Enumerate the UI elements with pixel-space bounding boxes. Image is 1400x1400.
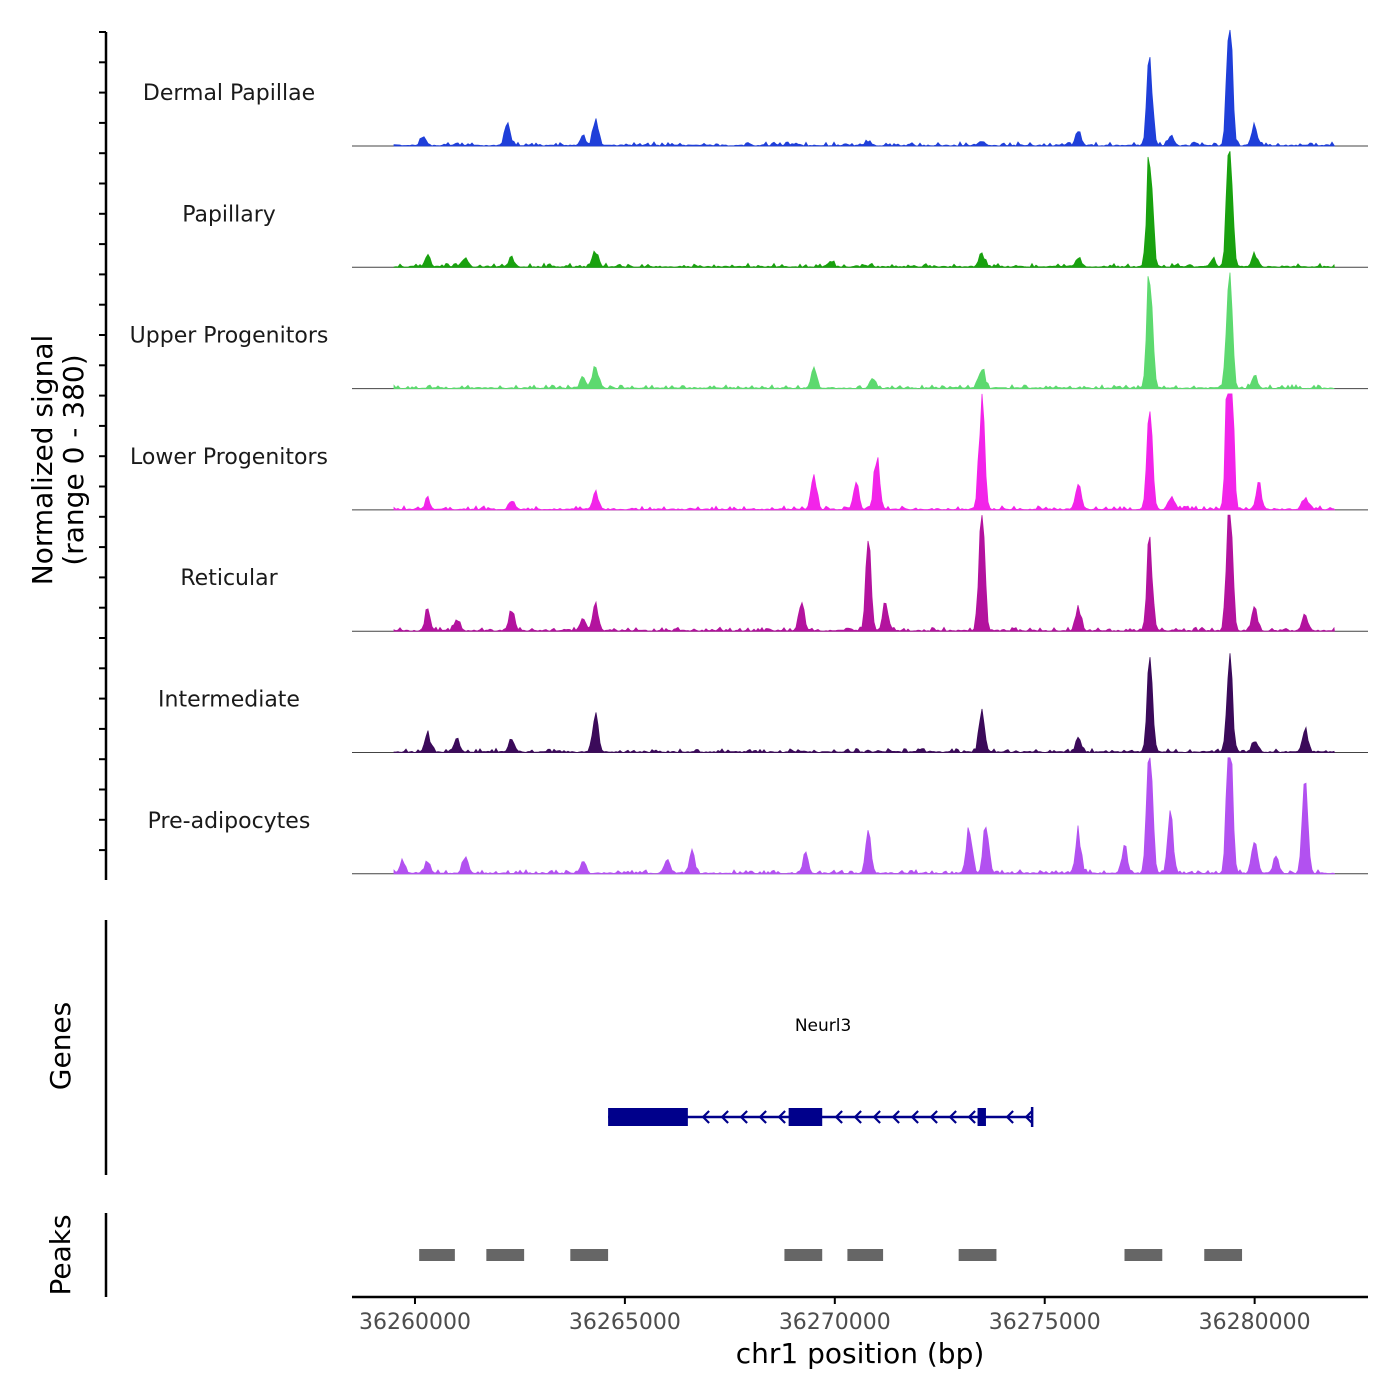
coverage-area — [393, 757, 1336, 875]
strand-arrow — [739, 1110, 748, 1124]
peak-region — [419, 1249, 455, 1261]
track-label: Papillary — [182, 202, 276, 227]
coverage-track: Intermediate — [158, 653, 1368, 754]
genes-panel-label: Genes — [44, 1002, 77, 1090]
strand-arrow — [929, 1110, 938, 1124]
gene-panel: Neurl3 — [104, 920, 1034, 1175]
gene-exon — [977, 1108, 986, 1126]
peaks-panel-label: Peaks — [44, 1214, 77, 1295]
coverage-area — [393, 272, 1335, 390]
strand-arrow — [967, 1110, 976, 1124]
x-tick-label: 36275000 — [989, 1310, 1101, 1335]
coverage-track: Dermal Papillae — [143, 29, 1368, 147]
coverage-track: Reticular — [180, 514, 1368, 632]
x-tick-label: 36260000 — [359, 1310, 471, 1335]
track-label: Lower Progenitors — [130, 445, 328, 470]
coverage-panel: Dermal Papillae Papillary Upper Progenitor… — [99, 29, 1368, 880]
x-axis: 36260000 36265000 36270000 36275000 36280000 — [352, 1295, 1368, 1335]
gene-name-label: Neurl3 — [795, 1016, 851, 1036]
strand-arrow — [853, 1110, 862, 1124]
peak-region — [1124, 1249, 1163, 1261]
peak-panel — [104, 1213, 1243, 1297]
coverage-track: Upper Progenitors — [130, 272, 1368, 390]
strand-arrow — [834, 1110, 843, 1124]
track-label: Pre-adipocytes — [148, 809, 311, 834]
y-axis-title-line1: Normalized signal — [26, 335, 59, 586]
x-tick-label: 36280000 — [1199, 1310, 1311, 1335]
strand-arrow — [1005, 1110, 1014, 1124]
strand-arrow — [701, 1110, 710, 1124]
strand-arrow — [1024, 1110, 1033, 1124]
coverage-area — [393, 514, 1335, 632]
track-label: Intermediate — [158, 688, 300, 713]
coverage-area — [393, 151, 1335, 268]
peak-region — [1204, 1249, 1243, 1261]
strand-arrow — [872, 1110, 881, 1124]
strand-arrow — [777, 1110, 786, 1124]
coverage-track: Lower Progenitors — [130, 393, 1368, 511]
coverage-track: Papillary — [182, 151, 1368, 268]
peak-region — [784, 1249, 823, 1261]
track-label: Dermal Papillae — [143, 81, 315, 106]
x-axis-title: chr1 position (bp) — [736, 1337, 985, 1370]
coverage-area — [393, 653, 1335, 754]
strand-arrow — [910, 1110, 919, 1124]
strand-arrow — [948, 1110, 957, 1124]
coverage-area — [393, 29, 1336, 147]
peak-region — [958, 1249, 997, 1261]
coverage-track: Pre-adipocytes — [148, 757, 1368, 875]
gene-exon — [608, 1108, 688, 1126]
peak-region — [570, 1249, 609, 1261]
peak-region — [847, 1249, 884, 1261]
x-tick-label: 36270000 — [779, 1310, 891, 1335]
strand-arrow — [720, 1110, 729, 1124]
gene-exon — [788, 1108, 823, 1126]
strand-arrow — [758, 1110, 767, 1124]
peak-region — [486, 1249, 525, 1261]
track-label: Reticular — [180, 566, 278, 591]
strand-arrow — [891, 1110, 900, 1124]
y-axis-title-line2: (range 0 - 380) — [57, 354, 90, 565]
x-tick-label: 36265000 — [569, 1310, 681, 1335]
track-label: Upper Progenitors — [130, 324, 329, 349]
coverage-area — [393, 393, 1335, 511]
